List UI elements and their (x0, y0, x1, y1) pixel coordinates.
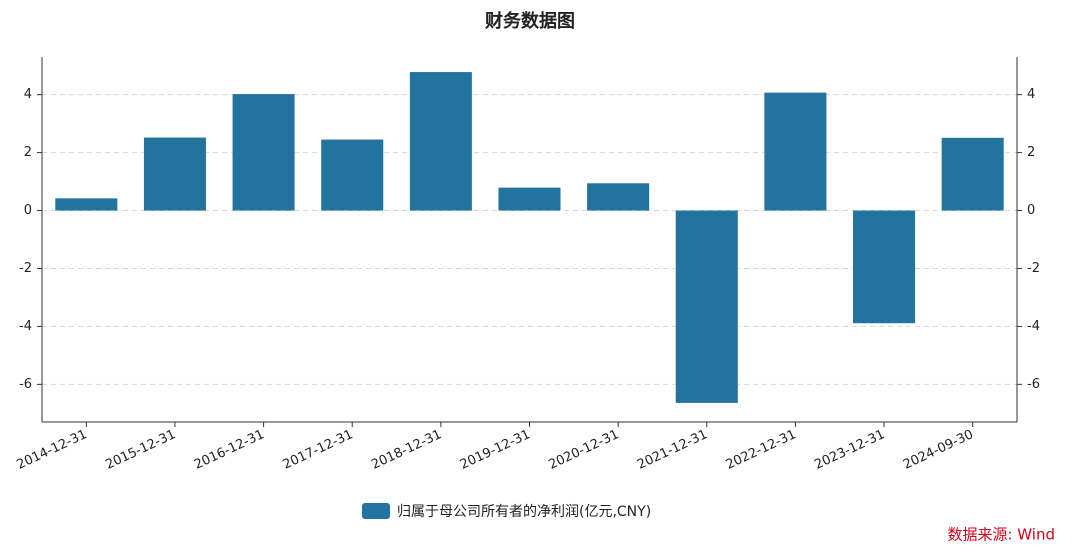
y-tick-label: 4 (24, 87, 32, 102)
bar (853, 210, 916, 324)
bar (764, 92, 827, 211)
y2-tick-label: 4 (1027, 87, 1035, 102)
y-tick-label: -4 (19, 319, 32, 334)
x-tick-label: 2014-12-31 (15, 427, 90, 473)
x-tick-label: 2023-12-31 (812, 427, 887, 473)
y2-tick-label: -6 (1027, 377, 1040, 392)
bar (143, 137, 206, 211)
legend-label: 归属于母公司所有者的净利润(亿元,CNY) (397, 503, 651, 520)
y2-tick-label: 0 (1027, 203, 1035, 218)
bar (409, 72, 472, 211)
y-tick-label: 2 (24, 145, 32, 160)
x-tick-label: 2020-12-31 (546, 427, 621, 473)
bar (55, 198, 118, 211)
x-tick-label: 2024-09-30 (901, 427, 976, 473)
bar (587, 183, 650, 211)
x-tick-label: 2018-12-31 (369, 427, 444, 473)
y-tick-label: -2 (19, 261, 32, 276)
y2-tick-label: 2 (1027, 145, 1035, 160)
x-tick-label: 2017-12-31 (281, 427, 356, 473)
x-tick-label: 2022-12-31 (724, 427, 799, 473)
x-tick-label: 2016-12-31 (192, 427, 267, 473)
bar (321, 139, 384, 211)
x-tick-label: 2019-12-31 (458, 427, 533, 473)
bar (498, 187, 561, 211)
source-note: 数据来源: Wind (947, 526, 1055, 544)
bar (941, 137, 1004, 211)
chart-title: 财务数据图 (485, 10, 575, 32)
y-tick-label: -6 (19, 377, 32, 392)
y-tick-label: 0 (24, 203, 32, 218)
x-tick-label: 2021-12-31 (635, 427, 710, 473)
bar (675, 210, 738, 403)
y2-tick-label: -2 (1027, 261, 1040, 276)
y2-tick-label: -4 (1027, 319, 1040, 334)
x-tick-label: 2015-12-31 (103, 427, 178, 473)
legend-swatch (362, 503, 390, 519)
bar (232, 94, 295, 211)
